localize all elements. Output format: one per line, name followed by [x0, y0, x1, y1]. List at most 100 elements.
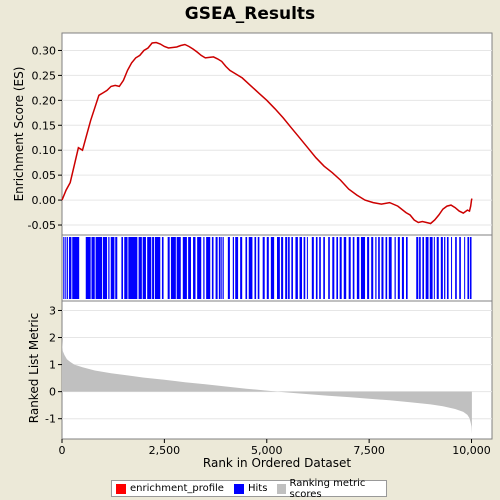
hit-marker	[319, 237, 321, 299]
es-y-tick-label: 0.30	[32, 44, 57, 57]
hit-marker	[281, 237, 284, 299]
hit-marker	[277, 237, 280, 299]
hit-marker	[193, 237, 196, 299]
hit-marker	[124, 237, 128, 299]
x-axis-label: Rank in Ordered Dataset	[203, 456, 351, 470]
hit-marker	[299, 237, 302, 299]
x-tick-label: 2,500	[149, 444, 181, 457]
hit-marker	[227, 237, 230, 299]
x-tick-label: 7,500	[353, 444, 385, 457]
hit-marker	[203, 237, 205, 299]
legend-swatch-blue	[233, 483, 244, 494]
hit-marker	[235, 237, 239, 299]
hit-marker	[138, 237, 142, 299]
hit-marker	[115, 237, 118, 299]
hit-marker	[360, 237, 366, 299]
legend-label: enrichment_profile	[130, 483, 224, 494]
hit-marker	[467, 237, 470, 299]
rank-gridlines	[62, 309, 492, 420]
hit-marker	[343, 237, 347, 299]
legend-swatch-gray	[277, 483, 286, 494]
hit-marker	[220, 237, 222, 299]
hit-marker	[444, 237, 446, 299]
es-y-tick-label: 0.25	[32, 69, 57, 82]
es-y-tick-label: 0.00	[32, 194, 57, 207]
rank-y-tick-label: 2	[49, 332, 56, 345]
hit-marker	[332, 237, 335, 299]
ranking-metric-area	[62, 340, 472, 434]
hit-marker	[295, 237, 298, 299]
es-y-tick-label: 0.20	[32, 94, 57, 107]
hit-marker	[95, 237, 103, 299]
hit-marker	[128, 237, 138, 299]
hit-marker	[394, 237, 396, 299]
x-tick-label: 10,000	[452, 444, 491, 457]
hit-marker	[285, 237, 288, 299]
hit-marker	[433, 237, 435, 299]
hit-marker	[197, 237, 202, 299]
hit-marker	[464, 237, 466, 299]
hit-marker	[63, 237, 65, 299]
hit-marker	[266, 237, 269, 299]
hit-marker	[339, 237, 342, 299]
hit-marker	[72, 237, 80, 299]
hit-marker	[152, 237, 155, 299]
hit-marker	[446, 237, 449, 299]
hit-marker	[206, 237, 211, 299]
es-y-tick-label: 0.10	[32, 144, 57, 157]
hit-marker	[303, 237, 306, 299]
enrichment-profile-line	[61, 41, 473, 225]
chart-title: GSEA_Results	[184, 4, 316, 24]
hit-marker	[388, 237, 392, 299]
hit-marker	[218, 237, 221, 299]
rank-x-ticks: 0 2,500 5,000 7,500 10,000	[59, 439, 491, 457]
legend-item-enrichment-profile: enrichment_profile	[116, 483, 224, 494]
es-y-tick-label: -0.05	[28, 219, 56, 232]
hit-marker	[440, 237, 443, 299]
hit-marker	[262, 237, 265, 299]
hit-marker	[455, 237, 457, 299]
hit-marker	[142, 237, 146, 299]
hit-marker	[248, 237, 253, 299]
hit-marker	[108, 237, 110, 299]
legend-label: Hits	[247, 483, 268, 494]
hit-marker	[215, 237, 218, 299]
x-tick-label: 0	[59, 444, 66, 457]
es-y-tick-label: 0.05	[32, 169, 57, 182]
hit-marker	[315, 237, 318, 299]
x-tick-label: 5,000	[251, 444, 283, 457]
hit-marker	[232, 237, 234, 299]
es-y-ticks: 0.30 0.25 0.20 0.15 0.10 0.05 0.00 -0.05	[28, 44, 62, 232]
hit-marker	[85, 237, 91, 299]
rank-y-ticks: 3 2 1 0 -1	[45, 304, 62, 426]
hit-marker	[459, 237, 461, 299]
hit-marker	[102, 237, 108, 299]
es-y-axis-label: Enrichment Score (ES)	[12, 67, 26, 202]
hit-marker	[68, 237, 72, 299]
hit-marker	[306, 237, 308, 299]
hit-marker	[188, 237, 191, 299]
hit-marker	[425, 237, 429, 299]
hit-marker	[170, 237, 176, 299]
hit-marker	[222, 237, 224, 299]
hit-marker	[356, 237, 360, 299]
hit-marker	[167, 237, 170, 299]
es-gridlines	[62, 49, 492, 226]
hit-marker	[378, 237, 380, 299]
hit-marker	[291, 237, 293, 299]
hit-marker	[182, 237, 187, 299]
es-y-tick-label: 0.15	[32, 119, 57, 132]
legend-item-ranking-metric: Ranking metric scores	[277, 478, 380, 500]
rank-y-tick-label: 1	[49, 359, 56, 372]
hit-marker	[385, 237, 388, 299]
rank-y-tick-label: 0	[49, 386, 56, 399]
hit-marker	[352, 237, 355, 299]
hit-marker	[419, 237, 421, 299]
hit-marker	[161, 237, 164, 299]
hit-marker	[121, 237, 124, 299]
hit-marker	[371, 237, 374, 299]
hit-marker	[211, 237, 214, 299]
hits-markers	[63, 237, 472, 299]
hit-marker	[336, 237, 339, 299]
